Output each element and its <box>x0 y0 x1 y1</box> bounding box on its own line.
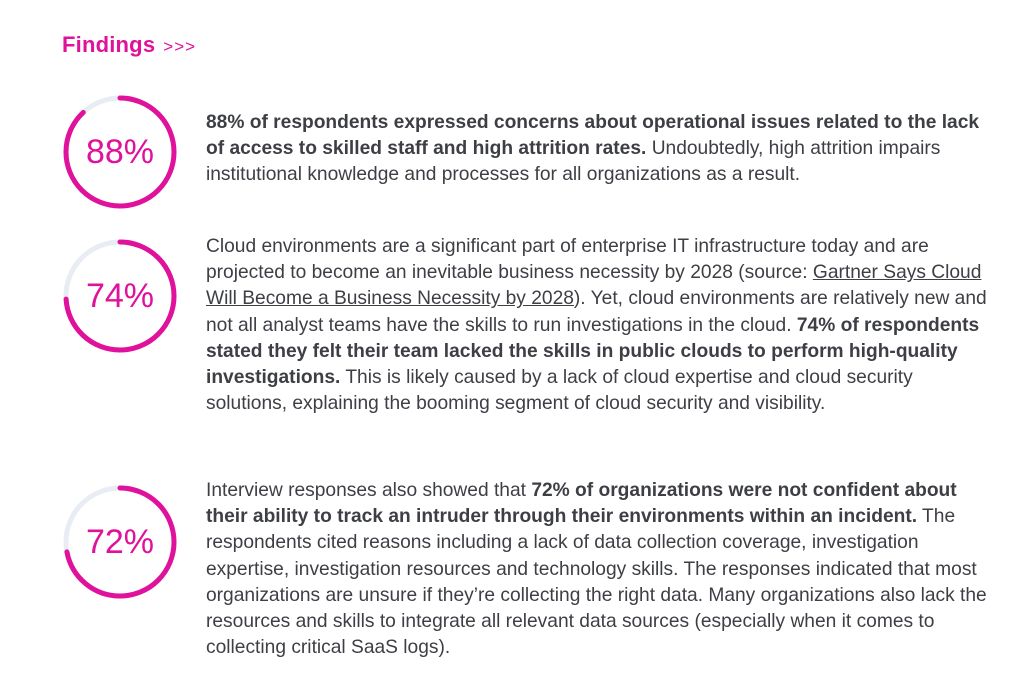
finding-body-2: ). Yet, cloud environments are relativel… <box>206 288 987 336</box>
percent-label: 88% <box>85 132 155 171</box>
finding-body-2: The respondents cited reasons including … <box>206 506 987 659</box>
gartner-source-link[interactable]: Gartner Says Cloud Will Become a Busines… <box>206 262 982 310</box>
finding-body-3: This is likely caused by a lack of cloud… <box>206 367 913 415</box>
progress-ring: 72% <box>62 484 178 600</box>
ring-progress-arc <box>63 485 177 599</box>
ring-progress-arc <box>63 239 177 353</box>
finding-body-1: Cloud environments are a significant par… <box>206 236 929 284</box>
arrows-icon: >>> <box>163 37 197 56</box>
finding-bold: 88% of respondents expressed concerns ab… <box>206 112 980 160</box>
finding-body: Undoubtedly, high attrition impairs inst… <box>206 138 941 186</box>
percent-label: 72% <box>85 522 155 561</box>
finding-text: 88% of respondents expressed concerns ab… <box>206 110 996 189</box>
progress-ring: 74% <box>62 238 178 354</box>
ring-graphic <box>63 95 177 209</box>
finding-text: Cloud environments are a significant par… <box>206 234 996 417</box>
progress-ring: 88% <box>62 94 178 210</box>
findings-title: Findings <box>62 32 156 57</box>
finding-body-1: Interview responses also showed that <box>206 480 532 501</box>
finding-bold: 72% of organizations were not confident … <box>206 480 957 528</box>
ring-graphic <box>63 239 177 353</box>
findings-heading: Findings >>> <box>62 32 196 58</box>
percent-label: 74% <box>85 276 155 315</box>
finding-bold: 74% of respondents stated they felt thei… <box>206 314 980 389</box>
finding-text: Interview responses also showed that 72%… <box>206 478 996 661</box>
ring-graphic <box>63 485 177 599</box>
ring-progress-arc <box>63 95 177 209</box>
